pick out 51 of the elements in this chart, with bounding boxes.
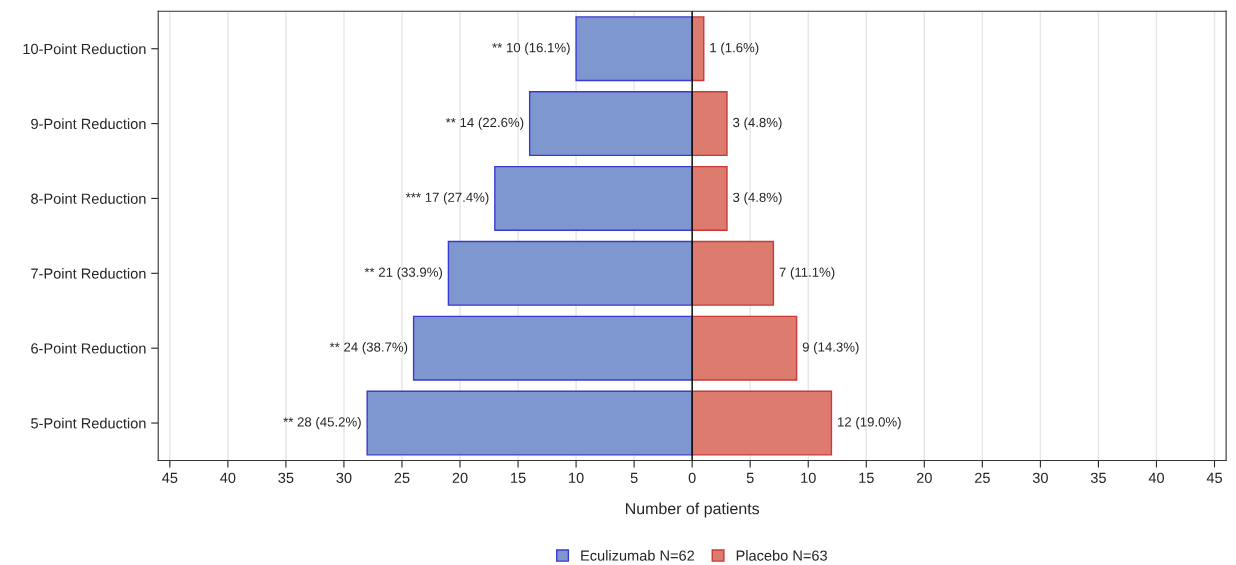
- bar: [412, 315, 693, 381]
- x-tick-label: 5: [630, 472, 638, 483]
- data-label: 3 (4.8%): [733, 192, 782, 205]
- bar: [691, 390, 833, 456]
- bar: [691, 240, 775, 306]
- x-tick-label: 15: [511, 472, 526, 483]
- x-tick-label: 35: [278, 472, 294, 483]
- bar: [691, 315, 798, 381]
- data-label: ** 10 (16.1%): [492, 42, 570, 55]
- data-label: *** 17 (27.4%): [405, 192, 489, 205]
- x-tick-label: 25: [394, 472, 410, 483]
- y-tick-label: 9-Point Reduction: [31, 118, 146, 130]
- x-tick-label: 5: [746, 472, 754, 483]
- data-label: ** 24 (38.7%): [329, 342, 408, 355]
- x-axis-title: Number of patients: [626, 502, 760, 518]
- data-label: ** 14 (22.6%): [445, 117, 524, 130]
- x-tick-label: 25: [974, 472, 990, 483]
- data-label: 7 (11.1%): [779, 267, 835, 280]
- x-tick-label: 10: [801, 472, 816, 483]
- y-tick-label: 8-Point Reduction: [31, 193, 146, 204]
- data-label: 9 (14.3%): [802, 342, 859, 355]
- data-label: 3 (4.8%): [733, 117, 782, 130]
- data-label: 12 (19.0%): [838, 416, 901, 430]
- y-tick-label: 10-Point Reduction: [23, 43, 146, 55]
- x-tick-label: 10: [569, 472, 584, 483]
- bar: [447, 240, 693, 306]
- data-label: ** 28 (45.2%): [283, 416, 361, 430]
- bar: [366, 390, 693, 456]
- x-tick-label: 30: [1032, 472, 1048, 483]
- data-label: ** 21 (33.9%): [364, 267, 443, 280]
- legend-label: Eculizumab N=62: [581, 550, 695, 561]
- bar: [528, 91, 693, 157]
- y-tick-label: 6-Point Reduction: [31, 342, 146, 354]
- x-tick-label: 15: [859, 472, 874, 483]
- x-tick-label: 40: [220, 472, 236, 483]
- bar: [691, 91, 728, 157]
- legend-label: Placebo N=63: [736, 550, 827, 561]
- x-tick-label: 30: [336, 472, 352, 483]
- data-label: 1 (1.6%): [710, 42, 759, 55]
- x-tick-label: 20: [916, 472, 932, 483]
- x-tick-label: 45: [162, 472, 178, 483]
- bar: [691, 165, 728, 231]
- bar: [575, 16, 693, 82]
- x-tick-label: 45: [1206, 472, 1222, 483]
- y-tick-label: 5-Point Reduction: [31, 417, 146, 429]
- y-tick-label: 7-Point Reduction: [31, 268, 146, 279]
- x-tick-label: 0: [688, 472, 696, 483]
- x-tick-label: 40: [1148, 472, 1165, 483]
- x-tick-label: 35: [1090, 472, 1106, 483]
- x-tick-label: 20: [452, 472, 468, 483]
- bar: [494, 165, 693, 231]
